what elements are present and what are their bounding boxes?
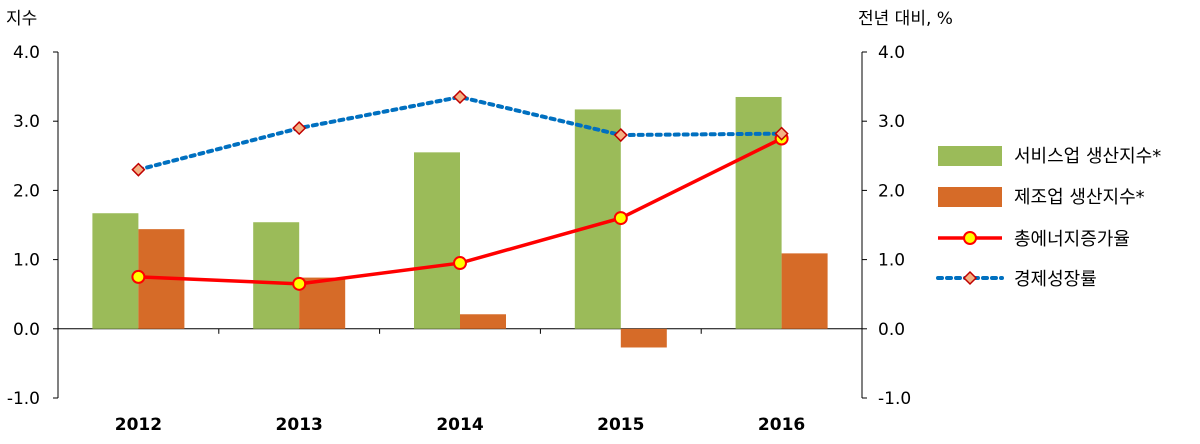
y-right-tick-label: 0.0 xyxy=(878,320,905,340)
bars xyxy=(92,96,828,348)
x-tick-label: 2013 xyxy=(276,415,323,435)
point-energy xyxy=(292,276,307,291)
point-gdp xyxy=(613,127,628,143)
y-right-tick-label: 1.0 xyxy=(878,251,905,271)
bar-service xyxy=(414,152,460,329)
bar-manufacturing xyxy=(460,314,506,329)
bar-service xyxy=(253,222,300,329)
x-tick-label: 2015 xyxy=(597,415,644,435)
point-gdp xyxy=(774,126,789,141)
y-right-tick-label: -1.0 xyxy=(878,389,911,409)
y-left-tick-label: 1.0 xyxy=(13,251,40,271)
point-gdp xyxy=(131,162,146,177)
point-energy xyxy=(131,269,146,284)
point-energy xyxy=(453,256,467,271)
y-left-tick-label: 2.0 xyxy=(13,181,40,201)
lines xyxy=(131,89,789,291)
point-energy xyxy=(613,211,628,226)
y-right-tick-label: 3.0 xyxy=(878,112,905,132)
y-left-tick-label: -1.0 xyxy=(7,389,40,409)
bar-service xyxy=(92,213,139,329)
y-left-tick-label: 4.0 xyxy=(13,43,40,63)
x-tick-label: 2016 xyxy=(758,415,805,435)
bar-manufacturing xyxy=(620,328,667,348)
legend-marker xyxy=(962,270,978,286)
legend-swatch xyxy=(938,146,1002,166)
legend-label: 제조업 생산지수* xyxy=(1014,187,1145,208)
y-right-tick-label: 2.0 xyxy=(878,181,905,201)
x-tick-label: 2012 xyxy=(115,415,162,435)
legend-label: 서비스업 생산지수* xyxy=(1014,146,1161,167)
axes: 지수 전년 대비, % 4.0 4.0 3.0 3.0 2.0 2.0 1.0 1.0 0.0 0.0… xyxy=(6,9,953,435)
y-left-tick-label: 3.0 xyxy=(13,112,40,132)
x-tick-label: 2014 xyxy=(436,415,483,435)
y-right-tick-label: 4.0 xyxy=(878,43,905,63)
point-gdp xyxy=(292,121,307,136)
legend-label: 경제성장률 xyxy=(1014,269,1097,290)
y-left-axis-title: 지수 xyxy=(6,9,37,29)
y-left-tick-label: 0.0 xyxy=(13,320,40,340)
legend-swatch xyxy=(938,187,1002,207)
legend-marker xyxy=(963,231,977,245)
bar-manufacturing xyxy=(299,277,346,329)
y-right-axis-title: 전년 대비, % xyxy=(858,9,953,29)
legend-label: 총에너지증가율 xyxy=(1014,229,1130,250)
point-gdp xyxy=(452,89,468,105)
bar-manufacturing xyxy=(781,253,828,329)
